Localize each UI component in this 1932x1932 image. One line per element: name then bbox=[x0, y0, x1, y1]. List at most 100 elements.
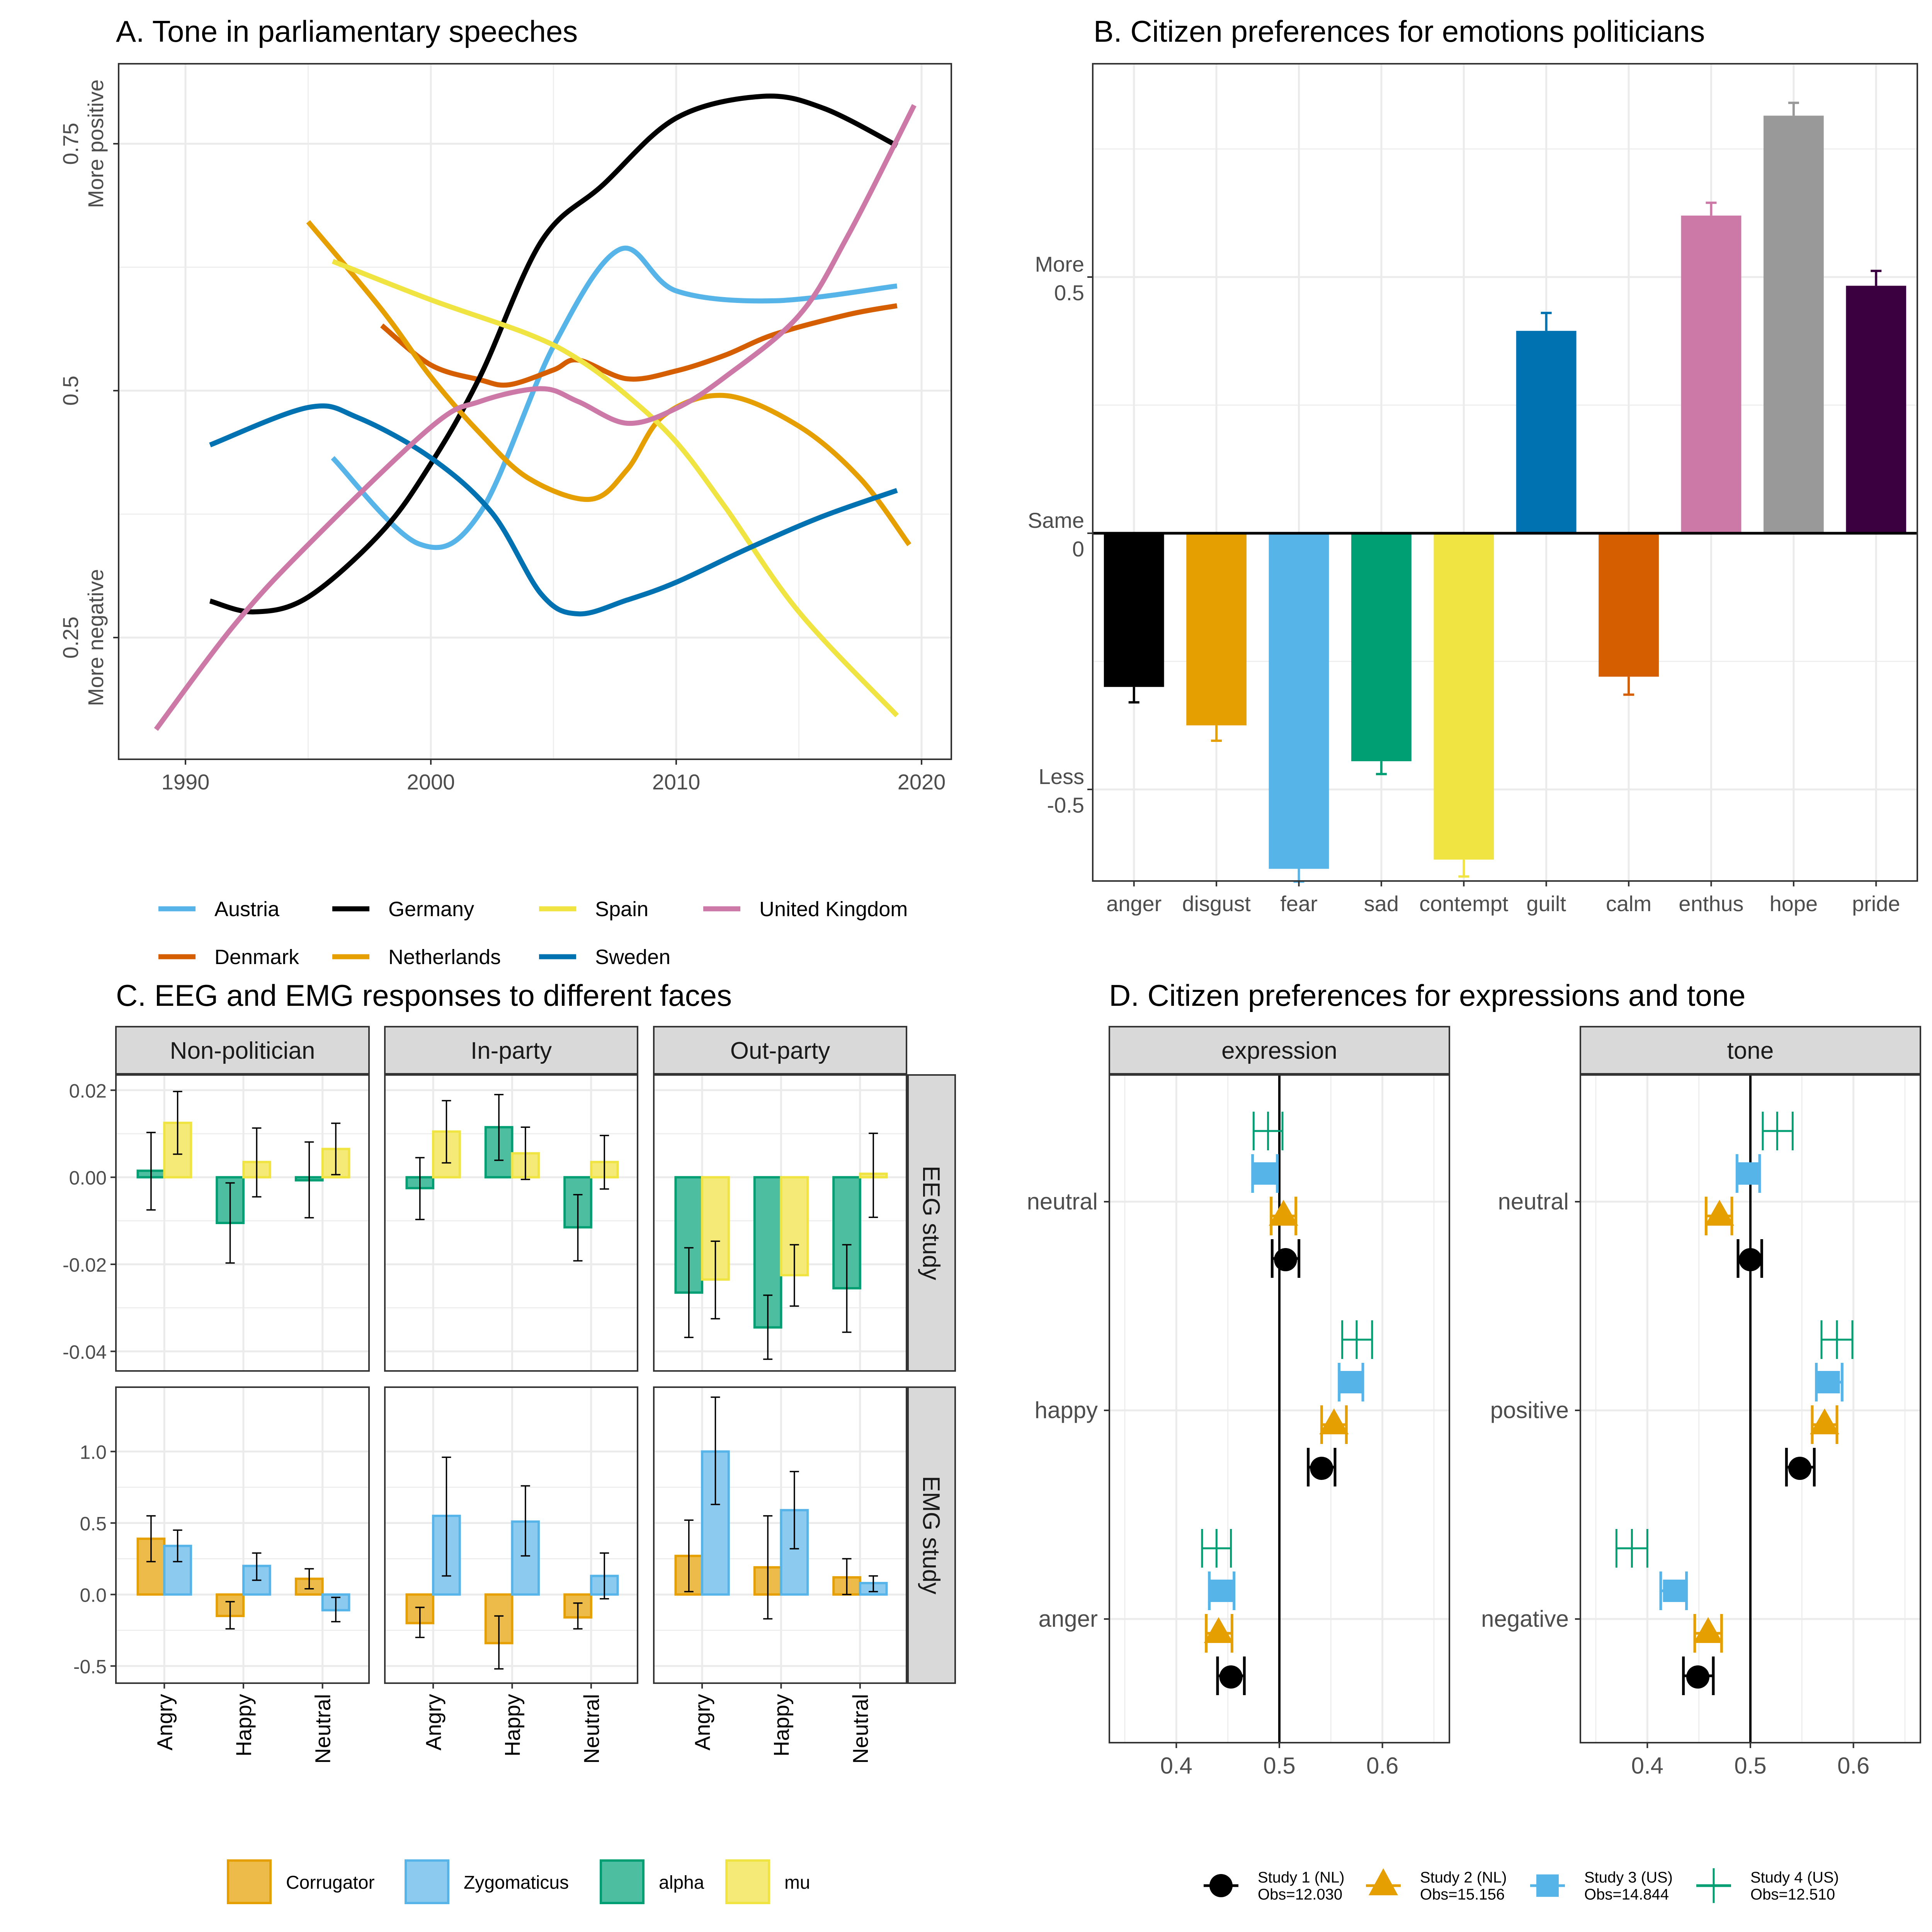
y-tick-label: 0.00 bbox=[69, 1167, 107, 1189]
legend-label: Netherlands bbox=[388, 946, 501, 969]
x-tick-label: pride bbox=[1852, 891, 1900, 916]
point-negative bbox=[1693, 1617, 1723, 1643]
point-positive bbox=[1817, 1371, 1840, 1393]
row-1-label: EMG study bbox=[918, 1476, 944, 1595]
bar-sad bbox=[1351, 533, 1412, 762]
y-tick-label: 0.5 bbox=[1054, 281, 1084, 305]
legend-label: Zygomaticus bbox=[464, 1872, 569, 1893]
panel-border bbox=[1092, 63, 1918, 882]
x-tick-label: 2010 bbox=[652, 770, 701, 794]
panel-border bbox=[653, 1074, 907, 1372]
legend-label: Obs=12.510 bbox=[1750, 1886, 1835, 1903]
y-tick-label: 1.0 bbox=[80, 1442, 107, 1463]
x-tick-label: Angry bbox=[152, 1694, 177, 1750]
legend-key-zygomaticus bbox=[405, 1859, 449, 1904]
legend-label: Study 1 (NL) bbox=[1258, 1869, 1345, 1886]
panel-d: D. Citizen preferences for expressions a… bbox=[1027, 978, 1921, 1903]
y-tick-label: -0.5 bbox=[73, 1656, 107, 1678]
y-tick-sublabel: Same bbox=[1028, 508, 1084, 532]
x-tick-label: 0.6 bbox=[1366, 1753, 1398, 1779]
panel-b: B. Citizen preferences for emotions poli… bbox=[1028, 14, 1918, 916]
legend-label: Corrugator bbox=[286, 1872, 374, 1893]
facet-panel: Angry Happy Neutral bbox=[653, 1386, 907, 1764]
y-tick-label: -0.5 bbox=[1047, 793, 1085, 817]
bar-disgust bbox=[1186, 533, 1247, 726]
point-neutral bbox=[1269, 1200, 1298, 1226]
y-tick-label: 0.02 bbox=[69, 1080, 107, 1102]
bar-contempt bbox=[1434, 533, 1494, 860]
legend-label: Obs=12.030 bbox=[1258, 1886, 1342, 1903]
series-line-denmark bbox=[380, 303, 898, 388]
panel-border bbox=[118, 63, 952, 760]
series-line-netherlands bbox=[306, 220, 912, 546]
point-happy bbox=[1310, 1457, 1333, 1480]
y-tick-label: neutral bbox=[1498, 1189, 1569, 1214]
x-tick-label: contempt bbox=[1419, 891, 1509, 916]
panel-b-title: B. Citizen preferences for emotions poli… bbox=[1094, 14, 1705, 48]
point-neutral bbox=[1739, 1248, 1762, 1271]
panel-border bbox=[384, 1074, 638, 1372]
panel-c: C. EEG and EMG responses to different fa… bbox=[63, 978, 956, 1904]
bar-hope bbox=[1764, 116, 1824, 533]
legend-key-mu bbox=[725, 1859, 770, 1904]
x-tick-label: fear bbox=[1280, 891, 1318, 916]
legend-key-circle bbox=[1209, 1874, 1233, 1897]
point-happy bbox=[1319, 1408, 1349, 1434]
panel-border bbox=[115, 1074, 370, 1372]
legend-label: Germany bbox=[388, 898, 474, 921]
facet-tone-strip bbox=[1580, 1026, 1921, 1075]
x-tick-label: enthus bbox=[1679, 891, 1743, 916]
x-tick-label: 1990 bbox=[162, 770, 210, 794]
y-tick-label: 0.5 bbox=[80, 1513, 107, 1535]
y-tick-label: 0.0 bbox=[80, 1585, 107, 1606]
x-tick-label: Neutral bbox=[579, 1694, 604, 1764]
facet-non-politician-strip bbox=[115, 1026, 370, 1075]
x-tick-label: 2000 bbox=[407, 770, 455, 794]
x-tick-label: Happy bbox=[500, 1694, 524, 1757]
x-tick-label: hope bbox=[1770, 891, 1818, 916]
y-tick-label: anger bbox=[1039, 1606, 1098, 1632]
x-tick-label: Neutral bbox=[311, 1694, 335, 1764]
panel-border bbox=[653, 1386, 907, 1684]
x-tick-label: calm bbox=[1606, 891, 1651, 916]
x-tick-label: anger bbox=[1106, 891, 1162, 916]
facet-in-party-strip bbox=[384, 1026, 638, 1075]
row-0-strip bbox=[907, 1074, 956, 1372]
facet-panel bbox=[384, 1074, 638, 1372]
legend-label: United Kingdom bbox=[759, 898, 908, 921]
legend-label: Spain bbox=[595, 898, 648, 921]
x-tick-label: 2020 bbox=[898, 770, 946, 794]
legend-label: Denmark bbox=[214, 946, 299, 969]
x-tick-label: disgust bbox=[1182, 891, 1251, 916]
series-line-spain bbox=[332, 259, 899, 718]
facet-panel bbox=[653, 1074, 907, 1372]
bar-anger bbox=[1104, 533, 1164, 687]
y-tick-sublabel: More positive bbox=[83, 79, 108, 208]
legend-key-square bbox=[1536, 1874, 1559, 1897]
legend-key-triangle bbox=[1369, 1868, 1398, 1895]
row-0-label: EEG study bbox=[918, 1166, 944, 1280]
point-neutral bbox=[1253, 1162, 1276, 1185]
panel-c-title: C. EEG and EMG responses to different fa… bbox=[116, 978, 732, 1012]
legend-label: Obs=14.844 bbox=[1584, 1886, 1669, 1903]
y-tick-label: 0.5 bbox=[58, 376, 83, 406]
x-tick-label: 0.6 bbox=[1837, 1753, 1869, 1779]
point-neutral bbox=[1705, 1200, 1734, 1226]
y-tick-sublabel: More negative bbox=[83, 569, 108, 706]
bar-guilt bbox=[1516, 331, 1577, 533]
bar-pride bbox=[1846, 286, 1906, 533]
facet-non-politician-label: Non-politician bbox=[170, 1037, 315, 1064]
point-neutral bbox=[1737, 1162, 1760, 1185]
legend-label: Obs=15.156 bbox=[1420, 1886, 1505, 1903]
y-tick-sublabel: Less bbox=[1039, 764, 1084, 789]
series-line-sweden bbox=[209, 403, 898, 617]
y-tick-label: negative bbox=[1481, 1606, 1569, 1632]
y-tick-label: positive bbox=[1490, 1397, 1569, 1423]
facet-in-party-label: In-party bbox=[471, 1037, 552, 1064]
point-positive bbox=[1810, 1408, 1839, 1434]
y-tick-label: 0.25 bbox=[58, 617, 83, 659]
facet-expression-strip bbox=[1109, 1026, 1450, 1075]
facet-panel: 1.0 0.5 0.0 -0.5 Angry Happy Neutral bbox=[73, 1386, 370, 1764]
bar-calm bbox=[1599, 533, 1659, 677]
